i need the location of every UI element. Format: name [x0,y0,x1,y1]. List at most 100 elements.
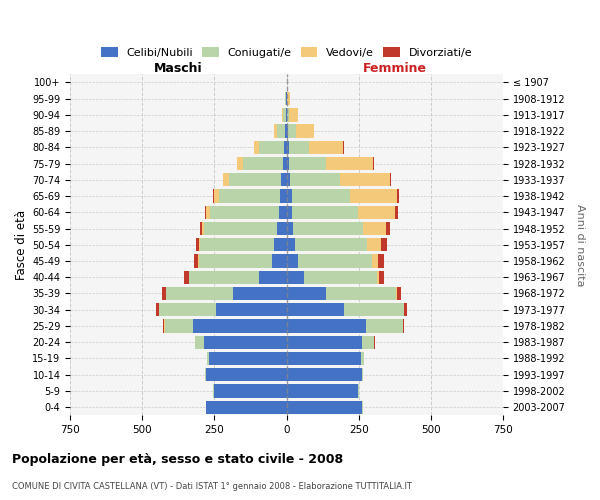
Bar [193,320,287,332]
Bar [287,173,290,186]
Bar [229,173,281,186]
Bar [209,352,287,365]
Bar [287,320,366,332]
Bar [287,222,293,235]
Bar [362,368,364,382]
Bar [280,190,287,202]
Bar [287,303,344,316]
Bar [196,238,199,252]
Bar [363,222,386,235]
Bar [287,254,298,268]
Bar [190,270,259,284]
Bar [214,384,287,398]
Bar [289,108,298,122]
Y-axis label: Anni di nascita: Anni di nascita [575,204,585,286]
Bar [194,254,198,268]
Bar [404,303,407,316]
Bar [396,287,397,300]
Bar [206,206,210,219]
Bar [287,270,304,284]
Bar [184,270,189,284]
Bar [205,336,287,349]
Bar [205,222,277,235]
Bar [292,190,350,202]
Bar [403,320,404,332]
Bar [397,287,401,300]
Bar [389,173,391,186]
Bar [274,124,277,138]
Legend: Celibi/Nubili, Coniugati/e, Vedovi/e, Divorziati/e: Celibi/Nubili, Coniugati/e, Vedovi/e, Di… [97,42,476,62]
Bar [377,270,379,284]
Bar [289,140,310,154]
Bar [214,190,219,202]
Bar [244,157,283,170]
Bar [296,124,314,138]
Bar [288,124,296,138]
Text: Popolazione per età, sesso e stato civile - 2008: Popolazione per età, sesso e stato civil… [12,452,343,466]
Bar [272,254,287,268]
Bar [205,206,206,219]
Bar [237,157,244,170]
Text: Femmine: Femmine [363,62,427,75]
Bar [287,336,362,349]
Bar [326,287,396,300]
Bar [200,238,274,252]
Bar [287,92,290,106]
Bar [310,140,343,154]
Bar [340,173,389,186]
Bar [367,238,381,252]
Bar [200,222,202,235]
Text: Maschi: Maschi [154,62,203,75]
Bar [295,238,367,252]
Bar [304,270,377,284]
Bar [216,303,287,316]
Bar [362,336,374,349]
Bar [159,303,216,316]
Bar [259,140,284,154]
Bar [281,173,287,186]
Bar [287,190,292,202]
Bar [292,206,358,219]
Bar [259,270,287,284]
Bar [287,352,361,365]
Bar [166,287,233,300]
Bar [379,254,384,268]
Bar [210,206,278,219]
Bar [205,368,206,382]
Bar [361,352,364,365]
Bar [287,157,289,170]
Bar [283,108,286,122]
Bar [202,222,205,235]
Bar [219,190,280,202]
Bar [283,157,287,170]
Bar [223,173,229,186]
Bar [206,368,287,382]
Y-axis label: Fasce di età: Fasce di età [15,210,28,280]
Bar [285,124,287,138]
Bar [326,157,373,170]
Bar [379,270,385,284]
Bar [286,108,287,122]
Bar [233,287,287,300]
Bar [287,140,289,154]
Bar [277,222,287,235]
Bar [373,157,374,170]
Bar [358,206,395,219]
Bar [282,108,283,122]
Bar [277,124,285,138]
Bar [156,303,158,316]
Bar [287,368,362,382]
Bar [298,254,372,268]
Bar [162,287,166,300]
Bar [206,400,287,414]
Bar [386,222,391,235]
Bar [163,320,164,332]
Bar [287,400,362,414]
Bar [397,190,399,202]
Bar [381,238,387,252]
Bar [274,238,287,252]
Bar [287,287,326,300]
Bar [395,206,398,219]
Bar [287,384,358,398]
Bar [290,173,340,186]
